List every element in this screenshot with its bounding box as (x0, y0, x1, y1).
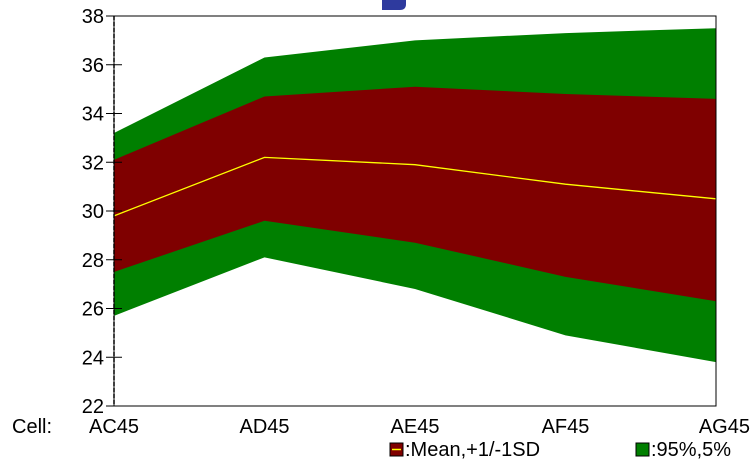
x-tick-label: AC45 (89, 416, 139, 438)
legend: :Mean,+1/-1SD :95%,5% (389, 439, 731, 461)
y-tick-label: 28 (82, 250, 104, 272)
y-tick-label: 32 (82, 152, 104, 174)
legend-label-sd: :Mean,+1/-1SD (405, 439, 540, 461)
band-mean-plus-minus-1sd (114, 86, 716, 302)
x-axis-label: Cell: (12, 416, 52, 438)
title-fragment-layer (382, 0, 406, 10)
legend-label-pct: :95%,5% (651, 439, 731, 461)
axes-layer: 22 24 26 28 30 32 34 36 38 AC45 AD45 AE45 AF45 AG45 Ce… (12, 6, 750, 438)
y-tick-label: 38 (82, 6, 104, 28)
x-tick-label: AG45 (699, 416, 750, 438)
x-tick-label: AD45 (239, 416, 289, 438)
x-tick-label: AF45 (542, 416, 590, 438)
y-tick-label: 34 (82, 104, 104, 126)
y-tick-label: 24 (82, 347, 104, 369)
bands-layer (113, 28, 717, 363)
y-tick-label: 22 (82, 396, 104, 418)
mean-line (113, 156, 717, 217)
legend-swatch-pct (635, 442, 650, 457)
title-fragment (382, 0, 406, 10)
x-tick-label: AE45 (391, 416, 440, 438)
y-tick-label: 30 (82, 201, 104, 223)
y-tick-label: 36 (82, 55, 104, 77)
y-tick-label: 26 (82, 299, 104, 321)
